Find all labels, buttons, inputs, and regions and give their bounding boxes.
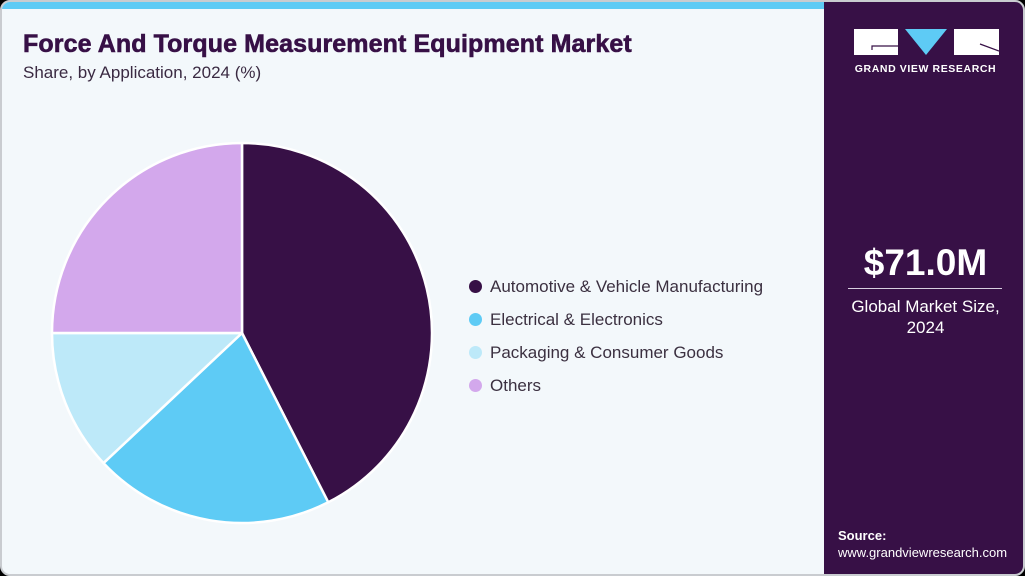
legend-item-others: Others	[469, 369, 763, 402]
legend-item-automotive: Automotive & Vehicle Manufacturing	[469, 270, 763, 303]
divider	[848, 288, 1002, 289]
gvr-logo-icon	[854, 29, 999, 55]
legend-label: Electrical & Electronics	[490, 309, 663, 329]
legend-dot-icon	[469, 280, 482, 293]
legend-dot-icon	[469, 346, 482, 359]
legend-label: Automotive & Vehicle Manufacturing	[490, 276, 764, 296]
side-panel: GRAND VIEW RESEARCH $71.0M Global Market…	[824, 2, 1023, 574]
legend-dot-icon	[469, 313, 482, 326]
legend-item-electrical: Electrical & Electronics	[469, 303, 763, 336]
pie-chart	[50, 141, 434, 525]
market-label-line1: Global Market Size,	[851, 297, 1000, 316]
legend-item-packaging: Packaging & Consumer Goods	[469, 336, 763, 369]
market-size-label: Global Market Size, 2024	[824, 296, 1023, 338]
chart-legend: Automotive & Vehicle Manufacturing Elect…	[469, 270, 763, 402]
pie-slice	[240, 141, 434, 504]
legend-label: Others	[490, 375, 542, 395]
market-label-line2: 2024	[906, 318, 945, 337]
accent-bar	[2, 2, 824, 9]
pie-slice	[102, 331, 330, 525]
pie-slice	[50, 141, 244, 335]
legend-dot-icon	[469, 379, 482, 392]
chart-title: Force And Torque Measurement Equipment M…	[23, 30, 632, 59]
market-size-value: $71.0M	[863, 242, 988, 283]
source-label: Source:	[838, 528, 887, 543]
chart-subtitle: Share, by Application, 2024 (%)	[23, 63, 262, 82]
pie-slice	[50, 331, 244, 465]
logo-text: GRAND VIEW RESEARCH	[854, 63, 997, 75]
source-url[interactable]: www.grandviewresearch.com	[838, 545, 1008, 560]
legend-label: Packaging & Consumer Goods	[490, 342, 724, 362]
